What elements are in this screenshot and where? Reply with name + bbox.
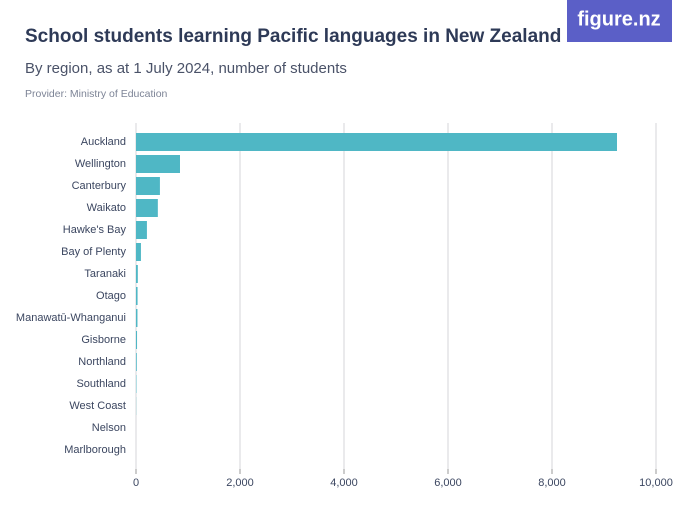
- logo-box: [567, 0, 672, 42]
- x-tick-label: 6,000: [434, 477, 462, 489]
- x-tick-label: 2,000: [226, 477, 254, 489]
- y-tick-label: Southland: [76, 378, 126, 390]
- bar: [136, 265, 138, 283]
- y-tick-label: Waikato: [87, 202, 126, 214]
- x-tick-label: 0: [133, 477, 139, 489]
- chart-title: School students learning Pacific languag…: [25, 26, 561, 47]
- y-tick-label: Northland: [78, 356, 126, 368]
- y-tick-label: Nelson: [92, 422, 126, 434]
- bar: [136, 331, 138, 349]
- y-tick-label: Gisborne: [81, 334, 126, 346]
- y-tick-label: Bay of Plenty: [61, 246, 126, 258]
- y-tick-label: Manawatū-Whanganui: [16, 312, 126, 324]
- y-tick-label: Canterbury: [72, 180, 127, 192]
- y-tick-label: Marlborough: [64, 444, 126, 456]
- x-tick-label: 10,000: [639, 477, 673, 489]
- chart-subtitle: By region, as at 1 July 2024, number of …: [25, 60, 347, 77]
- bar: [136, 221, 147, 239]
- provider: Provider: Ministry of Education: [25, 88, 168, 100]
- bar: [136, 287, 138, 305]
- y-tick-label: Auckland: [81, 136, 126, 148]
- bar: [136, 243, 141, 261]
- bar: [136, 309, 138, 327]
- y-tick-label: Otago: [96, 290, 126, 302]
- logo: figure.nz: [577, 8, 660, 30]
- bar: [136, 133, 617, 151]
- y-tick-label: West Coast: [69, 400, 126, 412]
- bar: [136, 353, 137, 371]
- bar: [136, 177, 160, 195]
- x-tick-label: 4,000: [330, 477, 358, 489]
- bar: [136, 199, 158, 217]
- x-tick-label: 8,000: [538, 477, 566, 489]
- y-tick-label: Taranaki: [84, 268, 126, 280]
- y-tick-label: Wellington: [75, 158, 126, 170]
- bar: [136, 155, 180, 173]
- y-tick-label: Hawke's Bay: [63, 224, 127, 236]
